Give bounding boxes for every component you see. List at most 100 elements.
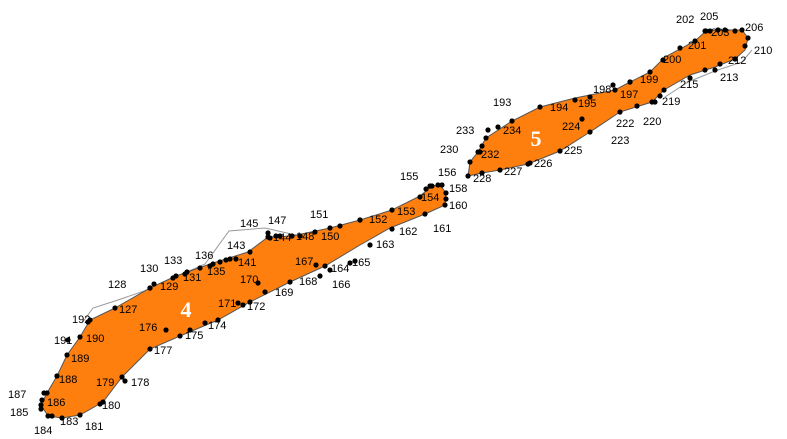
vertex-marker-147 (277, 233, 283, 239)
vertex-marker-176 (163, 327, 169, 333)
vertex-marker (287, 279, 293, 285)
vertex-marker-189 (64, 352, 70, 358)
vertex-marker-133 (184, 269, 190, 275)
vertex-marker (692, 38, 698, 44)
vertex-label-174: 174 (208, 320, 226, 332)
vertex-label-227: 227 (504, 166, 522, 178)
vertex-marker-228 (465, 173, 471, 179)
vertex-marker-179 (119, 374, 125, 380)
vertex-label-163: 163 (376, 239, 394, 251)
vertex-marker-155 (429, 183, 435, 189)
vertex-marker (509, 118, 515, 124)
vertex-marker-171 (235, 300, 241, 306)
vertex-label-158: 158 (449, 183, 467, 195)
vertex-label-234: 234 (503, 125, 521, 137)
vertex-marker (38, 402, 44, 408)
vertex-label-185: 185 (10, 407, 28, 419)
vertex-label-127: 127 (119, 304, 137, 316)
vertex-label-201: 201 (688, 40, 706, 52)
vertex-marker (322, 263, 328, 269)
vertex-label-213: 213 (720, 72, 738, 84)
vertex-marker-213 (712, 67, 718, 73)
vertex-label-141: 141 (238, 257, 256, 269)
vertex-marker-226 (527, 160, 533, 166)
vertex-label-169: 169 (275, 287, 293, 299)
vertex-label-130: 130 (140, 263, 158, 275)
vertex-marker-151 (337, 223, 343, 229)
vertex-marker-144 (267, 235, 273, 241)
vertex-label-222: 222 (616, 118, 634, 130)
vertex-label-226: 226 (534, 158, 552, 170)
vertex-marker-200 (660, 57, 666, 63)
vertex-label-151: 151 (310, 209, 328, 221)
vertex-label-202: 202 (676, 14, 694, 26)
vertex-marker (217, 259, 223, 265)
vertex-marker-183 (59, 415, 65, 421)
vertex-marker-192 (85, 319, 91, 325)
vertex-label-144: 144 (273, 232, 291, 244)
vertex-marker-223 (587, 129, 593, 135)
vertex-marker-162 (389, 226, 395, 232)
vertex-label-199: 199 (640, 74, 658, 86)
vertex-label-153: 153 (397, 206, 415, 218)
vertex-label-232: 232 (481, 149, 499, 161)
vertex-label-192: 192 (72, 314, 90, 326)
vertex-marker-180 (97, 401, 103, 407)
vertex-label-128: 128 (108, 279, 126, 291)
vertex-marker (177, 333, 183, 339)
vertex-label-160: 160 (449, 200, 467, 212)
vertex-label-165: 165 (352, 257, 370, 269)
vertex-marker-168 (317, 273, 323, 279)
vertex-label-187: 187 (8, 389, 26, 401)
vertex-marker-220 (652, 99, 658, 105)
vertex-label-135: 135 (207, 266, 225, 278)
vertex-label-171: 171 (218, 298, 236, 310)
vertex-marker (617, 109, 623, 115)
vertex-label-133: 133 (164, 255, 182, 267)
vertex-marker (479, 170, 485, 176)
vertex-label-225: 225 (564, 145, 582, 157)
vertex-marker-184 (49, 413, 55, 419)
vertex-label-215: 215 (680, 79, 698, 91)
vertex-marker-154 (417, 194, 423, 200)
vertex-marker-203 (722, 27, 728, 33)
vertex-label-180: 180 (102, 400, 120, 412)
vertex-marker-143 (247, 249, 253, 255)
vertex-marker-225 (557, 148, 563, 154)
vertex-marker (443, 196, 449, 202)
vertex-marker (227, 256, 233, 262)
vertex-label-172: 172 (247, 301, 265, 313)
vertex-label-170: 170 (240, 274, 258, 286)
vertex-label-193: 193 (493, 97, 511, 109)
vertex-markers (38, 27, 751, 421)
vertex-marker-160 (442, 202, 448, 208)
vertex-label-200: 200 (663, 54, 681, 66)
vertex-marker-174 (202, 320, 208, 326)
vertex-label-191: 191 (54, 335, 72, 347)
vertex-label-184: 184 (34, 425, 52, 437)
vertex-marker-232 (477, 149, 483, 155)
vertex-marker (439, 182, 445, 188)
vertex-marker-198 (610, 82, 616, 88)
vertex-label-143: 143 (227, 240, 245, 252)
vertex-marker-206 (739, 27, 745, 33)
vertex-marker (467, 159, 473, 165)
vertex-marker-219 (657, 93, 663, 99)
vertex-label-168: 168 (299, 276, 317, 288)
vertex-marker-199 (627, 79, 633, 85)
vertex-marker-153 (389, 207, 395, 213)
vertex-marker (197, 265, 203, 271)
vertex-label-210: 210 (754, 45, 772, 57)
vertex-marker-152 (357, 217, 363, 223)
vertex-marker-175 (187, 327, 193, 333)
vertex-marker-210 (745, 35, 751, 41)
vertex-label-205: 205 (700, 11, 718, 23)
vertex-marker-191 (65, 337, 71, 343)
vertex-label-162: 162 (399, 226, 417, 238)
vertex-marker-163 (367, 242, 373, 248)
vertex-label-179: 179 (96, 377, 114, 389)
vertex-marker (707, 28, 713, 34)
vertex-label-154: 154 (421, 192, 439, 204)
vertex-label-198: 198 (593, 84, 611, 96)
vertex-label-233: 233 (456, 125, 474, 137)
